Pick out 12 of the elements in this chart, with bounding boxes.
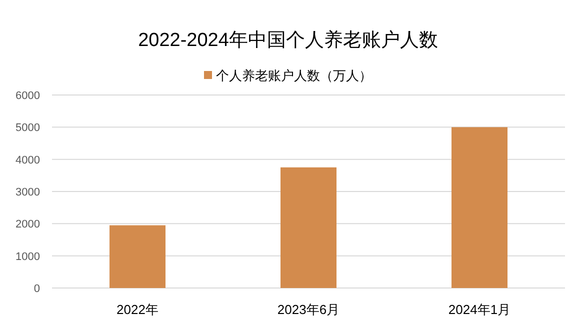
y-tick-label: 2000: [16, 218, 40, 231]
y-tick-label: 3000: [16, 186, 40, 198]
y-tick-label: 5000: [16, 122, 40, 134]
y-tick-label: 6000: [16, 90, 40, 102]
chart-title: 2022-2024年中国个人养老账户人数: [138, 29, 438, 51]
y-tick-label: 4000: [16, 154, 40, 166]
legend-label: 个人养老账户人数（万人）: [216, 68, 372, 83]
x-tick-label: 2024年1月: [448, 302, 511, 317]
y-tick-label: 0: [34, 283, 40, 295]
x-tick-label: 2023年6月: [277, 302, 340, 317]
y-tick-label: 1000: [16, 250, 40, 263]
x-tick-label: 2022年: [116, 302, 158, 317]
